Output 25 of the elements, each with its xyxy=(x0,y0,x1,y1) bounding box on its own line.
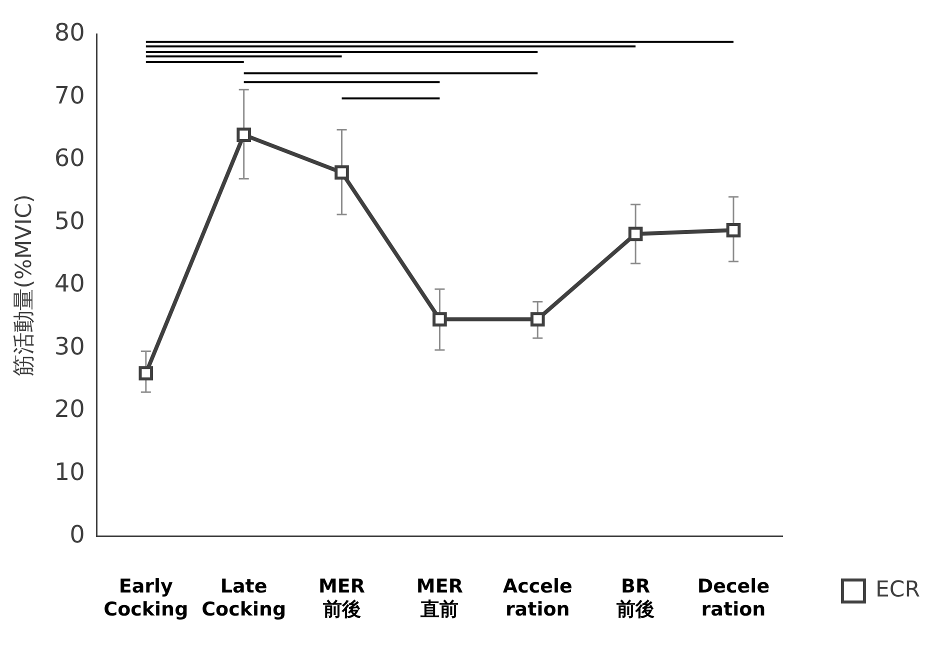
point xyxy=(726,223,741,238)
y-tick-label: 10 xyxy=(54,458,85,486)
x-tick-label: Decele ration xyxy=(697,576,770,621)
point xyxy=(432,312,447,326)
y-tick-label: 30 xyxy=(54,332,85,360)
point xyxy=(530,312,545,326)
x-tick-label: BR 前後 xyxy=(616,576,655,621)
y-tick-label: 0 xyxy=(70,520,85,549)
x-tick-label: MER 前後 xyxy=(318,576,366,621)
point xyxy=(138,366,154,380)
x-tick-label: Early Cocking xyxy=(104,576,188,621)
y-axis-title: 筋活動量(%MVIC) xyxy=(12,194,37,376)
y-tick-label: 80 xyxy=(54,18,85,47)
point xyxy=(236,128,251,142)
y-tick-label: 50 xyxy=(54,206,85,235)
point xyxy=(628,226,643,242)
x-tick-label: Accele ration xyxy=(502,576,572,621)
y-tick-label: 70 xyxy=(54,81,85,110)
point xyxy=(334,165,349,180)
x-tick-label: MER 直前 xyxy=(416,576,464,621)
y-tick-label: 20 xyxy=(54,395,85,424)
y-tick-label: 60 xyxy=(54,144,85,172)
legend-label: ECR xyxy=(875,578,920,603)
y-tick-label: 40 xyxy=(54,270,85,298)
x-tick-label: Late Cocking xyxy=(202,576,286,621)
